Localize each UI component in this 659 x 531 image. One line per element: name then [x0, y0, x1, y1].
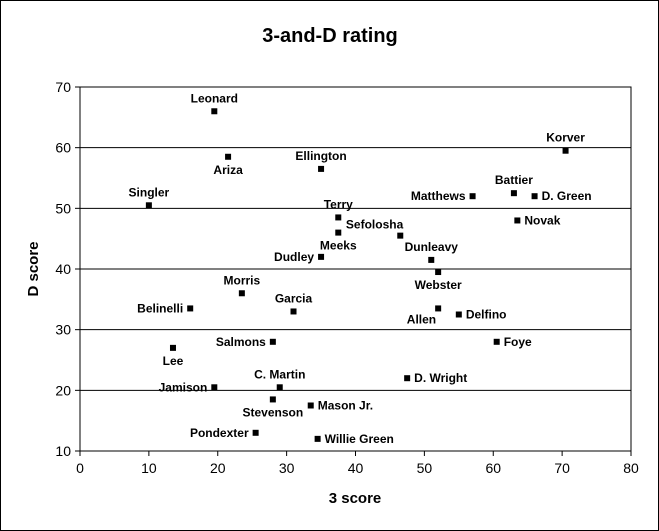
data-point-marker	[187, 305, 194, 312]
data-point-marker	[145, 202, 152, 209]
x-tick-label: 10	[141, 460, 157, 476]
data-point-label: Foye	[504, 335, 532, 349]
data-point-marker	[307, 402, 314, 409]
x-tick-label: 70	[554, 460, 570, 476]
data-point-label: Korver	[546, 131, 585, 145]
data-point-label: Matthews	[411, 189, 466, 203]
data-point-label: Salmons	[216, 335, 266, 349]
data-point-label: Belinelli	[137, 301, 183, 315]
data-point-marker	[238, 290, 245, 297]
x-axis-label: 3 score	[329, 490, 382, 507]
y-tick-label: 40	[55, 261, 71, 277]
data-point-marker	[455, 311, 462, 318]
data-point-label: Webster	[415, 278, 462, 292]
data-point-marker	[269, 338, 276, 345]
x-tick-label: 0	[76, 460, 84, 476]
data-point-label: Singler	[129, 185, 170, 199]
data-point-label: Dudley	[274, 250, 314, 264]
data-point-marker	[397, 232, 404, 239]
data-point-marker	[276, 384, 283, 391]
data-point-label: D. Wright	[414, 371, 467, 385]
data-point-marker	[335, 229, 342, 236]
data-point-marker	[225, 153, 232, 160]
x-axis-ticks: 0 10 20 30 40 50 60 70 80	[76, 451, 639, 476]
data-point-marker	[531, 193, 538, 200]
data-point-label: Jamison	[159, 380, 208, 394]
x-tick-label: 60	[485, 460, 501, 476]
data-points: Leonard Ariza Ellington Korver Singler Battie…	[129, 91, 592, 446]
gridlines	[80, 147, 631, 391]
x-tick-label: 80	[623, 460, 639, 476]
data-point-label: Pondexter	[190, 426, 249, 440]
data-point-label: C. Martin	[254, 367, 305, 381]
data-point-label: Delfino	[466, 308, 507, 322]
data-point-label: Lee	[163, 354, 184, 368]
data-point-marker	[318, 165, 325, 172]
data-point-label: Dunleavy	[405, 240, 459, 254]
data-point-label: Leonard	[191, 91, 238, 105]
data-point-marker	[211, 384, 218, 391]
data-point-label: Stevenson	[243, 405, 304, 419]
data-point-marker	[435, 305, 442, 312]
data-point-marker	[252, 429, 259, 436]
data-point-marker	[335, 214, 342, 221]
data-point-label: Allen	[407, 312, 436, 326]
data-point-label: Morris	[224, 273, 261, 287]
data-point-label: Sefolosha	[346, 218, 404, 232]
data-point-label: Terry	[324, 197, 353, 211]
data-point-marker	[269, 396, 276, 403]
x-tick-label: 50	[417, 460, 433, 476]
y-tick-label: 20	[55, 382, 71, 398]
data-point-marker	[404, 375, 411, 382]
data-point-marker	[169, 344, 176, 351]
x-tick-label: 40	[348, 460, 364, 476]
chart-title: 3-and-D rating	[262, 25, 398, 47]
y-tick-label: 60	[55, 140, 71, 156]
y-tick-label: 70	[55, 79, 71, 95]
data-point-marker	[510, 190, 517, 197]
data-point-marker	[562, 147, 569, 154]
data-point-marker	[314, 435, 321, 442]
data-point-marker	[435, 269, 442, 276]
data-point-label: Ellington	[295, 149, 346, 163]
data-point-marker	[211, 108, 218, 115]
data-point-label: Garcia	[275, 291, 313, 305]
data-point-marker	[290, 308, 297, 315]
x-tick-label: 30	[279, 460, 295, 476]
data-point-label: Mason Jr.	[318, 399, 373, 413]
y-axis-ticks: 10 20 30 40 50 60 70	[55, 79, 80, 459]
data-point-label: D. Green	[542, 189, 592, 203]
x-tick-label: 20	[210, 460, 226, 476]
y-axis-label: D score	[25, 241, 42, 296]
y-tick-label: 50	[55, 200, 71, 216]
data-point-marker	[514, 217, 521, 224]
data-point-label: Meeks	[320, 239, 357, 253]
data-point-label: Novak	[524, 213, 560, 227]
data-point-marker	[469, 193, 476, 200]
data-point-marker	[493, 338, 500, 345]
data-point-label: Ariza	[213, 163, 243, 177]
data-point-label: Battier	[495, 173, 533, 187]
y-tick-label: 30	[55, 322, 71, 338]
y-tick-label: 10	[55, 443, 71, 459]
data-point-marker	[318, 253, 325, 260]
data-point-label: Willie Green	[325, 432, 394, 446]
data-point-marker	[428, 256, 435, 263]
